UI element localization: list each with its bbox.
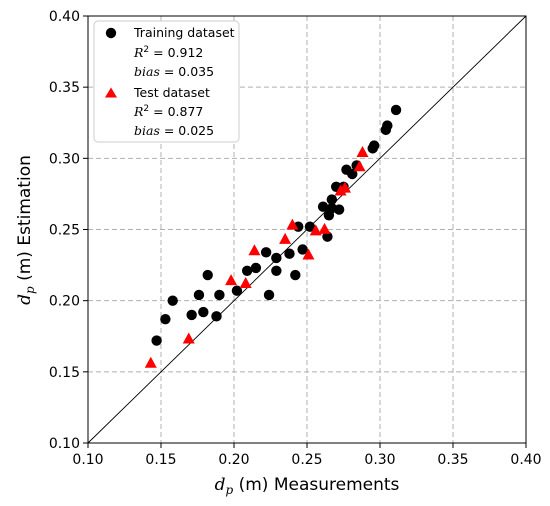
training-point <box>231 285 243 296</box>
test-point <box>302 248 315 260</box>
legend-test-marker <box>105 87 117 98</box>
test-point <box>182 332 195 344</box>
legend-training-marker <box>105 27 117 39</box>
training-point <box>263 289 275 301</box>
y-tick-label: 0.35 <box>49 80 80 96</box>
training-point <box>186 309 197 321</box>
training-point <box>271 265 282 276</box>
legend-box <box>93 20 240 143</box>
test-point <box>356 146 369 158</box>
test-point <box>318 222 331 234</box>
x-tick-label: 0.35 <box>437 452 468 468</box>
test-point <box>279 232 292 244</box>
training-point <box>284 248 295 259</box>
test-point <box>144 356 157 368</box>
test-point <box>239 276 252 288</box>
training-point <box>193 289 205 301</box>
y-tick-label: 0.30 <box>49 151 80 167</box>
training-point <box>317 201 329 212</box>
legend-training-label: Training dataset <box>133 25 235 40</box>
training-point <box>241 265 253 276</box>
training-point <box>250 262 262 274</box>
axis-ticks: 0.10 0.15 0.20 0.25 0.30 0.35 0.40 0.10 0.15 0.20… <box>49 9 542 468</box>
training-point <box>260 247 272 258</box>
training-point <box>390 104 402 116</box>
training-point <box>304 221 316 232</box>
test-point <box>248 244 261 256</box>
training-point <box>368 140 380 151</box>
training-point <box>297 244 308 255</box>
test-point <box>225 274 238 286</box>
training-point <box>382 120 393 131</box>
test-point <box>309 224 322 236</box>
legend: Training dataset R2 = 0.912 bias = 0.035… <box>93 20 240 143</box>
x-tick-label: 0.25 <box>291 452 322 468</box>
training-point <box>211 311 222 322</box>
x-tick-label: 0.15 <box>145 452 176 468</box>
y-tick-label: 0.15 <box>49 365 80 381</box>
training-point <box>322 231 333 242</box>
y-tick-label: 0.10 <box>49 436 80 452</box>
test-point <box>353 160 366 172</box>
training-point <box>271 252 282 264</box>
training-point <box>347 168 358 180</box>
legend-test-bias: bias = 0.025 <box>134 123 214 138</box>
legend-training-bias: bias = 0.035 <box>134 64 214 79</box>
x-axis-label: dp (m) Measurements <box>215 475 400 497</box>
test-point <box>338 181 351 193</box>
x-tick-label: 0.10 <box>72 452 103 468</box>
training-point <box>198 306 209 318</box>
x-tick-label: 0.40 <box>510 452 541 468</box>
training-point <box>202 269 213 281</box>
y-tick-label: 0.40 <box>49 9 80 25</box>
training-point <box>167 295 178 306</box>
y-axis-label: dp (m) Estimation <box>15 155 37 305</box>
data-points <box>144 104 402 368</box>
training-point <box>151 335 162 346</box>
test-point <box>286 218 299 230</box>
legend-test-label: Test dataset <box>133 85 210 100</box>
x-tick-label: 0.30 <box>364 452 395 468</box>
x-tick-label: 0.20 <box>218 452 249 468</box>
training-point <box>214 289 225 301</box>
y-tick-label: 0.20 <box>49 294 80 310</box>
legend-training-r2: R2 = 0.912 <box>133 45 203 60</box>
training-point <box>326 194 338 205</box>
legend-test-r2: R2 = 0.877 <box>133 104 203 119</box>
y-tick-label: 0.25 <box>49 223 80 239</box>
training-point <box>160 313 171 325</box>
training-point <box>333 204 345 215</box>
training-point <box>290 269 301 281</box>
